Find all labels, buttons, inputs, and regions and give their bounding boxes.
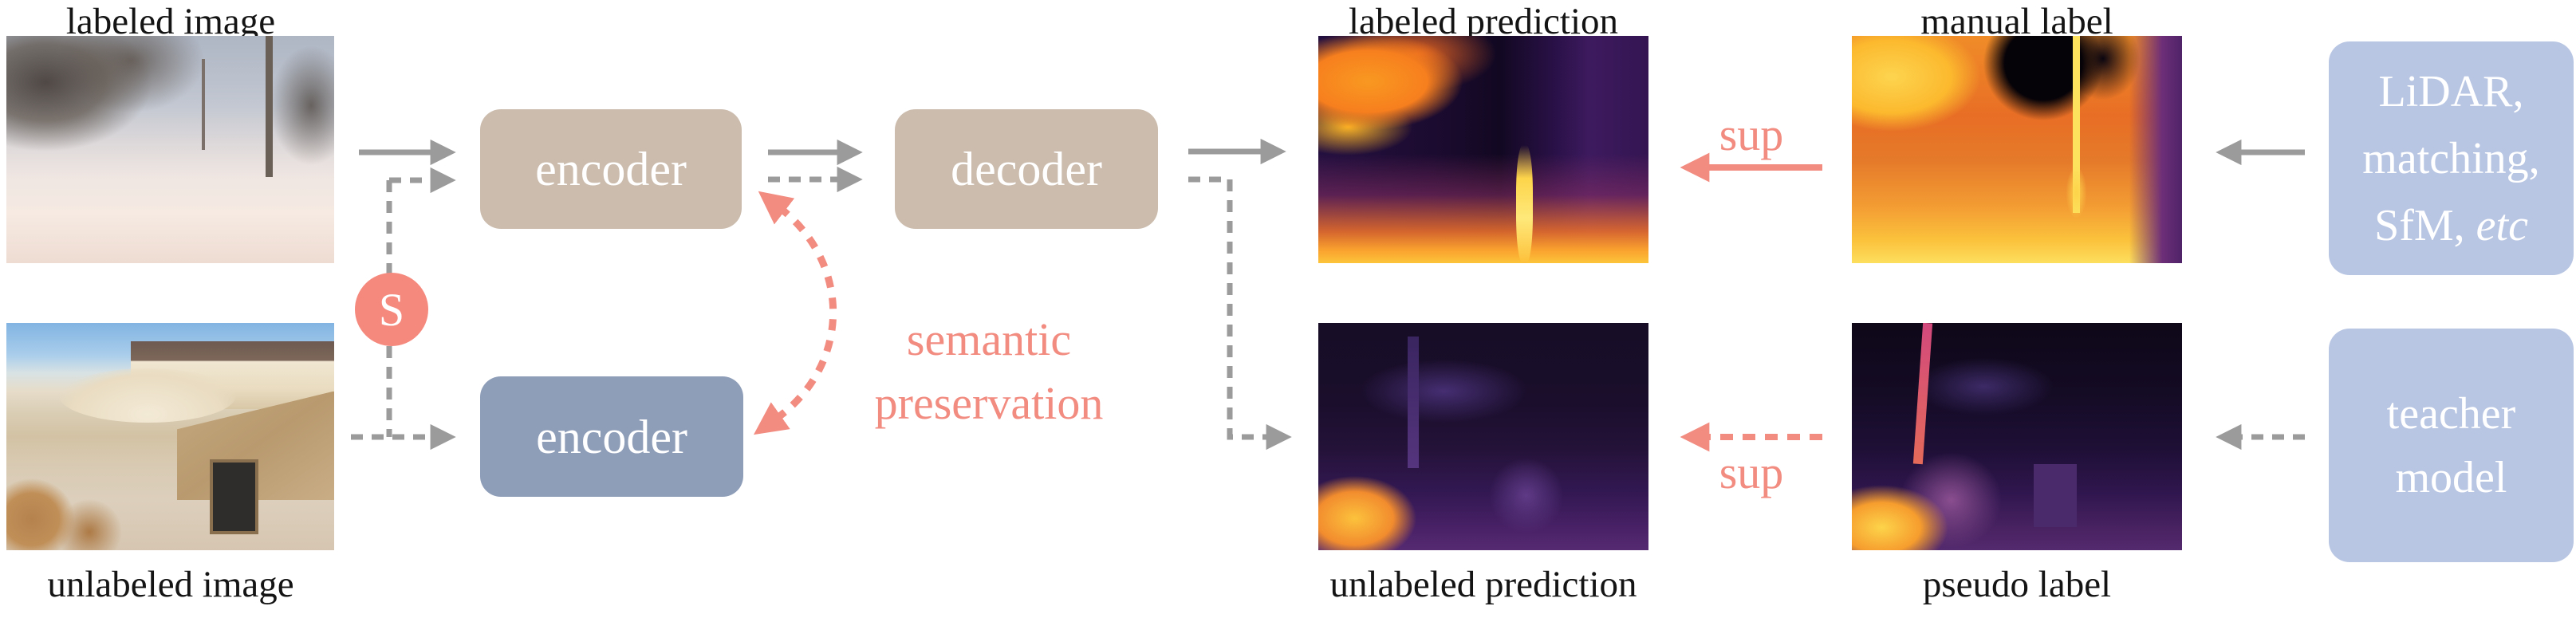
snow-pole-shape bbox=[265, 36, 273, 177]
manual-label-title: manual label bbox=[1920, 1, 2113, 42]
pseudo-label-title: pseudo label bbox=[1922, 564, 2112, 605]
depth-umbrella-pole bbox=[1407, 337, 1420, 469]
encoder-box-labeled-text: encoder bbox=[535, 143, 687, 195]
sup-label-bottom: sup bbox=[1719, 447, 1784, 498]
encoder-box-unlabeled: encoder bbox=[480, 376, 743, 497]
labeled-prediction-title: labeled prediction bbox=[1349, 1, 1618, 42]
decoder-box-text: decoder bbox=[951, 143, 1102, 195]
decoder-box: decoder bbox=[895, 109, 1158, 229]
semantic-preservation-double-arrow bbox=[753, 191, 837, 435]
unlabeled-prediction-depth-map bbox=[1318, 323, 1648, 550]
teacher-model-line2: model bbox=[2395, 452, 2507, 502]
sup-label-top: sup bbox=[1719, 108, 1784, 160]
snow-lamp-shape bbox=[201, 58, 205, 150]
label-sources-line3: SfM, etc bbox=[2374, 192, 2528, 259]
depth-pole-bright bbox=[2073, 36, 2081, 214]
pseudo-label-depth-map bbox=[1852, 323, 2182, 550]
label-sources-box: LiDAR, matching, SfM, etc bbox=[2329, 41, 2574, 275]
cafe-chairs-shape bbox=[6, 459, 187, 550]
semantic-preservation-line1: semantic bbox=[906, 313, 1072, 365]
manual-label-depth-map bbox=[1852, 36, 2182, 263]
snow-trees-shape bbox=[6, 36, 334, 191]
unlabeled-prediction-title: unlabeled prediction bbox=[1329, 564, 1637, 605]
labeled-image-photo bbox=[6, 36, 334, 263]
label-sources-etc: etc bbox=[2476, 200, 2528, 250]
depth-chalkboard-shape bbox=[2033, 463, 2077, 528]
depth-pole-base bbox=[2066, 167, 2086, 218]
labeled-image-title: labeled image bbox=[65, 1, 276, 42]
depth-pole-highlight bbox=[1516, 144, 1534, 263]
semantic-preservation-line2: preservation bbox=[874, 377, 1104, 429]
label-sources-line2: matching, bbox=[2362, 133, 2540, 183]
cafe-umbrella-shape bbox=[58, 368, 236, 423]
unlabeled-image-title: unlabeled image bbox=[47, 564, 294, 605]
shared-sampling-letter: S bbox=[378, 283, 405, 336]
cafe-chalkboard-shape bbox=[209, 459, 259, 534]
unlabeled-image-photo bbox=[6, 323, 334, 550]
labeled-prediction-depth-map bbox=[1318, 36, 1648, 263]
encoder-box-unlabeled-text: encoder bbox=[536, 410, 687, 463]
label-sources-line1: LiDAR, bbox=[2378, 66, 2524, 116]
teacher-model-box: teacher model bbox=[2329, 329, 2574, 562]
semantic-preservation-label: semantic preservation bbox=[875, 308, 1104, 435]
dashed-arrow-decoder-to-unlabeled-prediction bbox=[1188, 176, 1292, 451]
encoder-box-labeled: encoder bbox=[480, 109, 742, 229]
teacher-model-line1: teacher bbox=[2386, 388, 2516, 439]
label-sources-line3-prefix: SfM, bbox=[2374, 200, 2476, 250]
shared-sampling-badge: S bbox=[355, 273, 428, 346]
